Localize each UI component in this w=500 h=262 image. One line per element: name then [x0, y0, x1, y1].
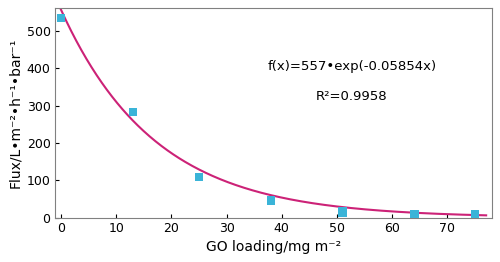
Text: f(x)=557•exp(-0.05854x): f(x)=557•exp(-0.05854x) — [268, 61, 436, 73]
Point — [338, 211, 346, 215]
Y-axis label: Flux/L•m⁻²•h⁻¹•bar⁻¹: Flux/L•m⁻²•h⁻¹•bar⁻¹ — [8, 38, 22, 188]
Point — [128, 110, 136, 114]
Point — [338, 209, 346, 213]
Point — [195, 175, 203, 179]
Point — [57, 15, 65, 20]
Text: R²=0.9958: R²=0.9958 — [316, 90, 388, 103]
Point — [471, 212, 479, 216]
Point — [410, 212, 418, 216]
X-axis label: GO loading/mg m⁻²: GO loading/mg m⁻² — [206, 240, 341, 254]
Point — [267, 198, 275, 203]
